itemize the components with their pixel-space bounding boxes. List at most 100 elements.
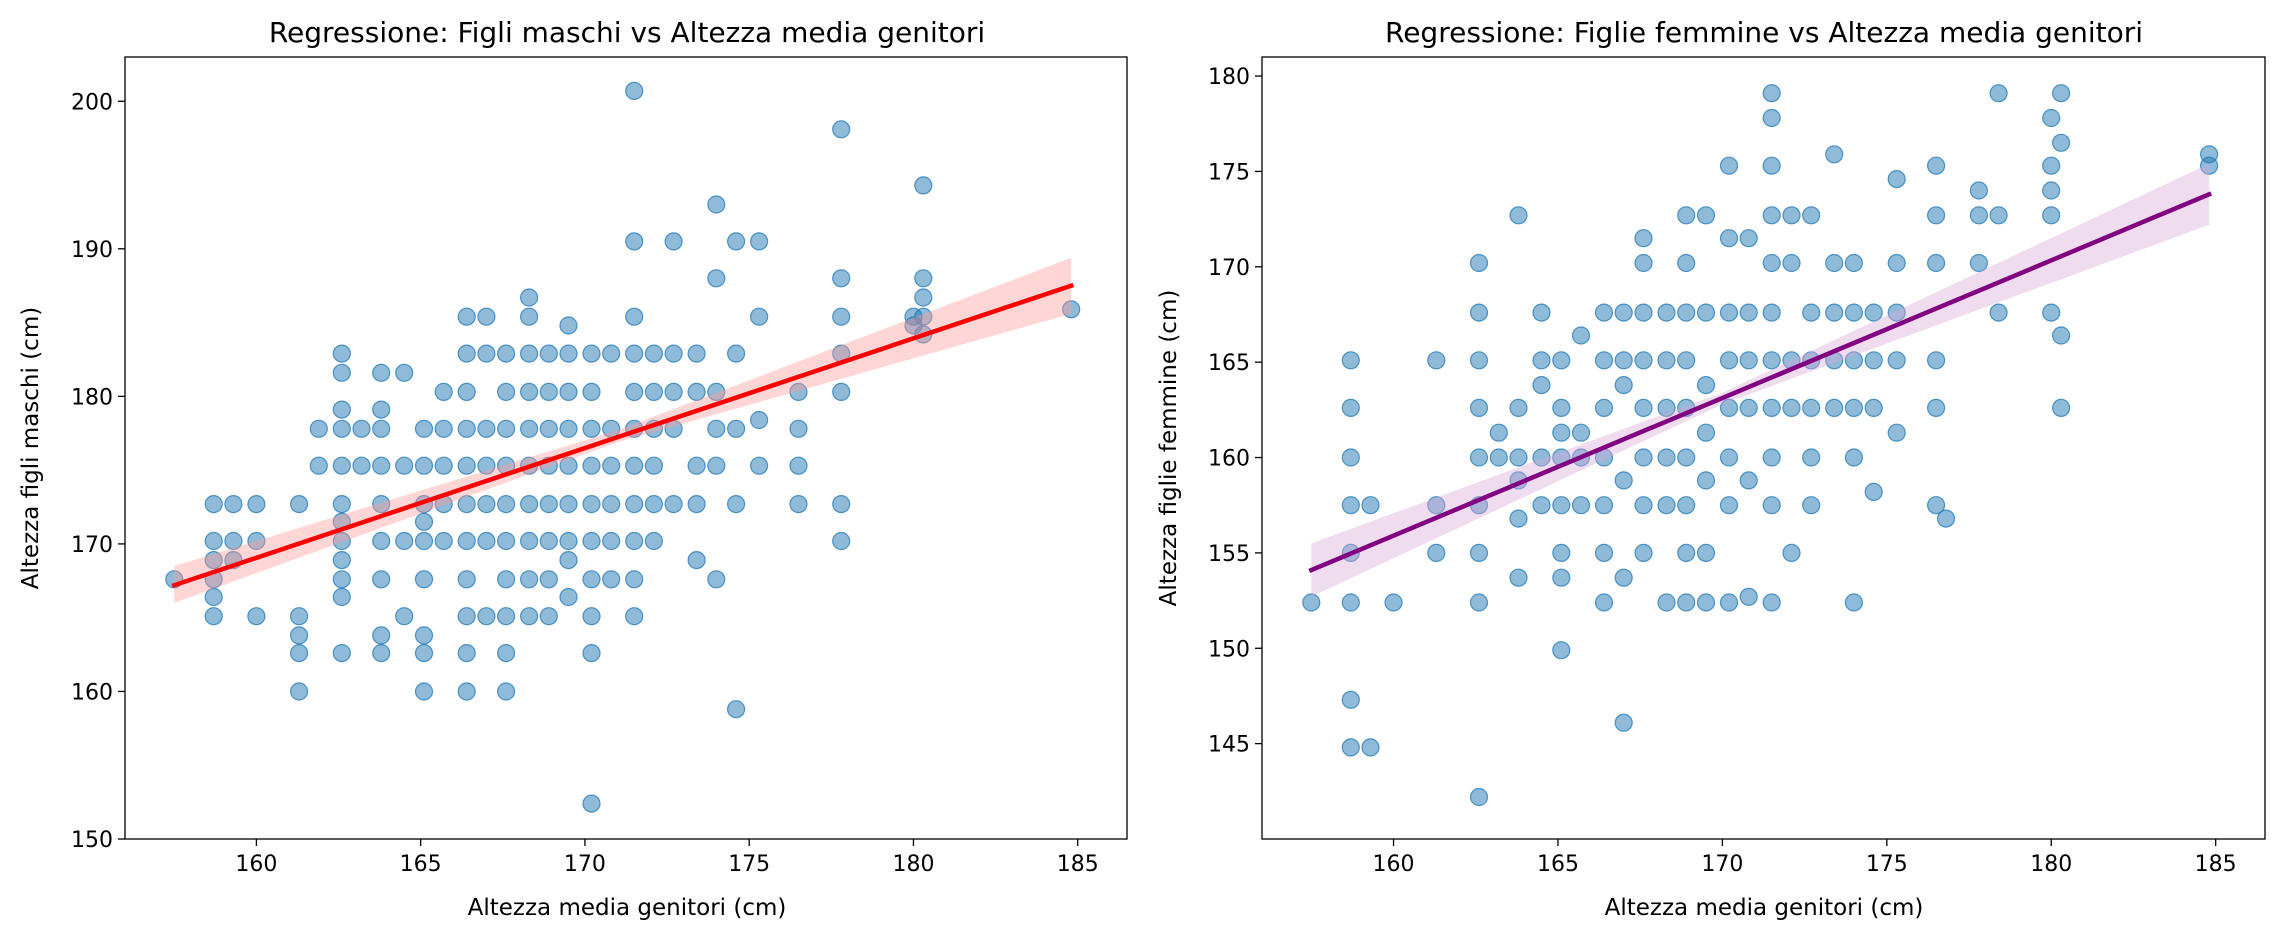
chart-sons: Regressione: Figli maschi vs Altezza med… bbox=[18, 16, 1128, 921]
data-point bbox=[1926, 206, 1946, 225]
plot-frame bbox=[124, 56, 1128, 840]
data-point bbox=[1844, 303, 1864, 322]
data-point bbox=[332, 456, 351, 475]
data-point bbox=[539, 382, 558, 401]
data-point bbox=[539, 344, 558, 363]
confidence-band-area bbox=[174, 257, 1072, 603]
data-point bbox=[1739, 351, 1758, 370]
x-tick-label: 185 bbox=[2195, 852, 2237, 877]
data-point bbox=[1739, 229, 1758, 248]
data-point bbox=[726, 495, 746, 514]
data-point bbox=[1657, 351, 1676, 370]
x-axis-ticks: 160 165 170 175 180 185 bbox=[235, 839, 1099, 877]
data-point bbox=[1739, 587, 1758, 606]
data-point bbox=[519, 570, 539, 589]
data-point bbox=[644, 382, 664, 401]
data-point bbox=[1677, 351, 1696, 370]
data-point bbox=[477, 307, 496, 326]
data-point bbox=[832, 120, 851, 139]
data-point bbox=[1926, 496, 1946, 515]
data-point bbox=[1469, 543, 1489, 563]
data-point bbox=[625, 456, 644, 475]
data-point bbox=[2052, 84, 2071, 103]
data-point bbox=[582, 643, 601, 663]
data-point bbox=[2042, 206, 2061, 225]
data-point bbox=[290, 643, 309, 663]
data-point bbox=[519, 307, 539, 326]
y-tick-label: 180 bbox=[71, 385, 113, 410]
data-point bbox=[832, 495, 851, 514]
data-point bbox=[352, 456, 371, 475]
data-point bbox=[1719, 229, 1739, 248]
data-point bbox=[1469, 593, 1489, 612]
regression-line bbox=[171, 282, 1075, 589]
data-point bbox=[1427, 351, 1446, 370]
data-point bbox=[497, 531, 516, 551]
data-point bbox=[1989, 303, 2008, 322]
data-point bbox=[519, 531, 539, 551]
y-tick-label: 190 bbox=[71, 238, 113, 263]
data-point bbox=[1802, 496, 1821, 515]
data-point bbox=[1552, 351, 1571, 370]
data-point bbox=[497, 419, 516, 438]
y-tick-label: 175 bbox=[1208, 160, 1250, 185]
data-point bbox=[2052, 398, 2071, 417]
data-point bbox=[2200, 156, 2219, 175]
y-tick-label: 180 bbox=[1208, 65, 1250, 90]
y-tick-label: 150 bbox=[1208, 637, 1250, 662]
data-point bbox=[414, 570, 434, 589]
data-point bbox=[1341, 690, 1360, 709]
data-point bbox=[1634, 448, 1653, 467]
data-point bbox=[539, 419, 558, 438]
data-point bbox=[582, 607, 601, 626]
data-point bbox=[372, 456, 391, 475]
data-point bbox=[457, 456, 476, 475]
data-point bbox=[1341, 496, 1360, 515]
data-point bbox=[497, 344, 516, 363]
data-point bbox=[332, 363, 351, 382]
data-point bbox=[1864, 482, 1883, 501]
data-point bbox=[519, 607, 539, 626]
data-point bbox=[290, 495, 309, 514]
data-point bbox=[1469, 398, 1489, 417]
data-point bbox=[204, 587, 223, 607]
y-tick-label: 155 bbox=[1208, 542, 1250, 567]
confidence-band bbox=[174, 257, 1072, 603]
data-point bbox=[1614, 303, 1633, 322]
x-tick-label: 175 bbox=[1866, 852, 1908, 877]
data-point bbox=[372, 363, 391, 382]
data-point bbox=[1825, 303, 1844, 322]
data-point bbox=[789, 456, 808, 475]
data-point bbox=[2042, 181, 2061, 200]
data-point bbox=[1614, 376, 1633, 395]
data-point bbox=[457, 570, 476, 589]
data-point bbox=[1469, 253, 1489, 273]
data-point bbox=[1341, 448, 1360, 467]
data-point bbox=[1719, 303, 1739, 322]
data-point bbox=[602, 570, 621, 589]
data-point bbox=[1936, 509, 1956, 528]
data-point bbox=[832, 531, 851, 551]
data-point bbox=[1864, 351, 1883, 370]
data-point bbox=[1739, 471, 1758, 490]
data-point bbox=[1696, 423, 1716, 442]
data-point bbox=[644, 344, 664, 363]
data-point bbox=[664, 344, 683, 363]
data-point bbox=[1614, 471, 1633, 490]
data-point bbox=[832, 382, 851, 401]
x-axis-ticks: 160 165 170 175 180 185 bbox=[1373, 839, 2237, 877]
y-tick-label: 145 bbox=[1208, 733, 1250, 758]
data-point bbox=[332, 570, 351, 589]
data-point bbox=[1532, 496, 1551, 515]
x-tick-label: 160 bbox=[1373, 852, 1415, 877]
data-point bbox=[687, 550, 706, 570]
data-point bbox=[625, 344, 644, 363]
data-point bbox=[290, 607, 309, 626]
data-point bbox=[707, 570, 726, 589]
data-point bbox=[395, 363, 414, 382]
data-point bbox=[332, 531, 351, 551]
data-point bbox=[644, 531, 664, 551]
data-point bbox=[1634, 229, 1653, 248]
data-point bbox=[1762, 593, 1781, 612]
data-point bbox=[1677, 253, 1696, 273]
